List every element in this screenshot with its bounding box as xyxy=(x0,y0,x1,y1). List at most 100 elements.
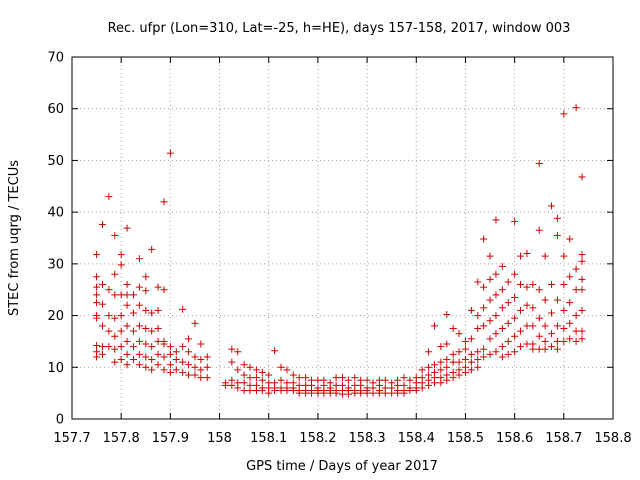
data-point xyxy=(572,312,580,320)
data-point xyxy=(123,224,131,232)
data-point xyxy=(572,104,580,112)
data-point xyxy=(492,330,500,338)
data-point xyxy=(289,387,297,395)
data-point xyxy=(172,348,180,356)
data-point xyxy=(535,345,543,353)
data-point xyxy=(142,287,150,295)
data-point xyxy=(111,314,119,322)
data-point xyxy=(123,337,131,345)
data-point xyxy=(191,363,199,371)
data-point xyxy=(523,340,531,348)
data-point xyxy=(314,376,322,384)
data-point xyxy=(154,306,162,314)
data-point xyxy=(455,371,463,379)
data-point xyxy=(400,389,408,397)
data-point xyxy=(160,286,168,294)
data-point xyxy=(437,379,445,387)
data-point xyxy=(228,381,236,389)
data-point xyxy=(572,265,580,273)
data-point xyxy=(498,343,506,351)
data-point xyxy=(160,353,168,361)
data-point xyxy=(308,389,316,397)
data-point xyxy=(529,345,537,353)
data-point xyxy=(302,389,310,397)
data-point xyxy=(498,304,506,312)
data-point xyxy=(455,330,463,338)
y-tick-label: 60 xyxy=(47,102,64,117)
data-point xyxy=(277,363,285,371)
data-point xyxy=(480,322,488,330)
data-point xyxy=(449,325,457,332)
axis-ticks: 0 10 20 30 40 50 60 70 157.7 157.8 157.9 158 158.1 15… xyxy=(47,51,631,447)
data-point xyxy=(302,374,310,382)
data-point xyxy=(535,286,543,294)
data-point xyxy=(412,387,420,395)
data-point xyxy=(166,361,174,369)
data-point xyxy=(486,335,494,343)
data-point xyxy=(578,275,586,283)
data-point xyxy=(240,379,248,387)
data-point xyxy=(117,327,125,335)
data-point xyxy=(548,330,556,338)
data-point xyxy=(541,296,549,304)
data-point xyxy=(566,235,574,243)
data-point xyxy=(560,110,568,118)
data-point xyxy=(93,342,101,350)
data-point xyxy=(240,387,248,395)
data-point xyxy=(203,374,211,382)
data-point xyxy=(344,390,352,398)
data-point xyxy=(142,353,150,361)
data-point xyxy=(326,389,334,397)
data-point xyxy=(449,374,457,382)
data-point xyxy=(535,160,543,168)
data-point xyxy=(148,356,156,364)
data-point xyxy=(234,348,242,356)
data-point xyxy=(498,286,506,294)
data-point xyxy=(498,353,506,361)
data-point xyxy=(560,325,568,332)
data-point xyxy=(455,348,463,356)
data-point xyxy=(135,301,143,309)
data-point xyxy=(265,389,273,397)
data-point xyxy=(553,345,561,353)
y-tick-label: 20 xyxy=(47,309,64,324)
data-point xyxy=(517,343,525,351)
data-point xyxy=(234,366,242,374)
x-tick-label: 158.5 xyxy=(447,431,484,446)
data-point xyxy=(185,371,193,379)
data-point xyxy=(535,226,543,234)
data-point xyxy=(517,281,525,289)
y-tick-label: 50 xyxy=(47,154,64,169)
data-point xyxy=(258,387,266,395)
data-point xyxy=(541,345,549,353)
data-point xyxy=(185,335,193,343)
data-point xyxy=(271,347,279,355)
data-point xyxy=(492,270,500,278)
data-point xyxy=(93,314,101,322)
data-point xyxy=(406,376,414,384)
data-point xyxy=(461,368,469,376)
data-point xyxy=(117,356,125,364)
data-point xyxy=(123,361,131,369)
x-tick-label: 158.6 xyxy=(496,431,533,446)
data-point xyxy=(111,345,119,353)
data-point xyxy=(179,305,187,313)
data-point xyxy=(160,340,168,348)
data-point xyxy=(578,327,586,335)
data-point xyxy=(572,327,580,335)
data-point xyxy=(553,337,561,345)
data-point xyxy=(566,335,574,343)
data-point xyxy=(240,371,248,379)
data-point xyxy=(529,304,537,312)
chart-title: Rec. ufpr (Lon=310, Lat=-25, h=HE), days… xyxy=(108,21,571,36)
data-point xyxy=(541,322,549,330)
data-point xyxy=(154,283,162,291)
data-point xyxy=(498,262,506,270)
y-tick-label: 0 xyxy=(56,413,64,428)
data-point xyxy=(443,356,451,364)
data-point xyxy=(191,371,199,379)
data-point xyxy=(369,389,377,397)
data-point xyxy=(166,368,174,376)
data-point xyxy=(523,250,531,258)
